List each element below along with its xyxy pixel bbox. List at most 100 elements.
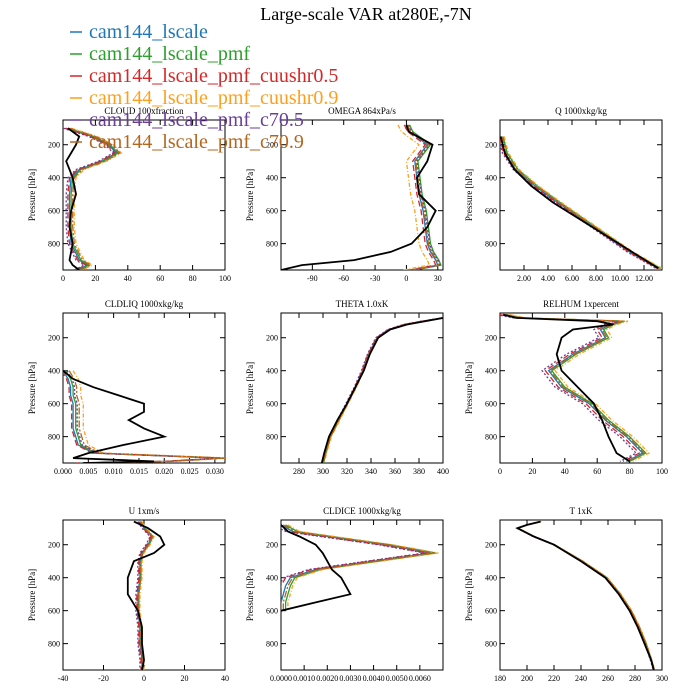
series-line-cam144-lscale-pmf-c70-9 (406, 124, 440, 270)
y-tick-label: 400 (485, 574, 497, 583)
x-tick-label: 0.005 (79, 467, 97, 476)
series-line-cam144-lscale-pmf (409, 124, 442, 270)
plot-frame (280, 519, 444, 671)
series-line-reference (65, 127, 81, 270)
y-tick-label: 800 (48, 640, 60, 649)
series-line-reference (281, 124, 437, 270)
legend-entry: cam144_lscale (70, 21, 208, 43)
legend-label: cam144_lscale_pmf_cuushr0.9 (89, 87, 338, 109)
y-tick-label: 400 (266, 574, 278, 583)
plot-frame (62, 312, 226, 464)
x-tick-label: 40 (124, 274, 132, 283)
legend-label: cam144_lscale (89, 21, 208, 43)
x-tick-label: 60 (593, 467, 601, 476)
x-tick-label: 380 (413, 467, 425, 476)
x-tick-label: 340 (365, 467, 377, 476)
x-tick-label: 0.020 (155, 467, 173, 476)
legend-entry: cam144_lscale_pmf_c70.9 (70, 131, 304, 153)
x-tick-label: -20 (98, 674, 109, 683)
y-tick-label: 200 (485, 334, 497, 343)
series-line-cam144-lscale-pmf-c70-5 (407, 124, 441, 270)
x-tick-label: 0.000 (54, 467, 72, 476)
series-line-cam144-lscale-pmf-c70-5 (321, 317, 442, 463)
y-tick-label: 400 (485, 174, 497, 183)
series-line-cam144-lscale (66, 127, 118, 270)
panel-title: RELHUM 1xpercent (543, 299, 619, 309)
series-line-cam144-lscale-pmf (506, 313, 647, 462)
series-line-cam144-lscale (515, 520, 655, 670)
plot-frame (499, 119, 663, 271)
y-axis-label: Pressure [hPa] (27, 362, 37, 414)
x-tick-label: 200 (521, 674, 533, 683)
series-line-cam144-lscale-pmf-c70-9 (137, 521, 154, 670)
y-tick-label: 200 (48, 141, 60, 150)
y-tick-label: 200 (266, 334, 278, 343)
series-line-cam144-lscale-pmf (67, 127, 120, 270)
panel-title: OMEGA 864xPa/s (328, 106, 396, 116)
x-tick-label: 2.00 (517, 274, 531, 283)
x-tick-label: 12.00 (635, 274, 653, 283)
y-tick-label: 600 (48, 607, 60, 616)
y-tick-label: 400 (48, 367, 60, 376)
y-axis-label: Pressure [hPa] (464, 569, 474, 621)
series-line-reference (515, 520, 655, 670)
series-line-cam144-lscale-pmf-c70-9 (322, 317, 443, 463)
legend-entry: cam144_lscale_pmf_c70.5 (70, 109, 304, 131)
series-line-cam144-lscale-pmf-cuushr0-5 (500, 313, 641, 462)
x-tick-label: 220 (548, 674, 560, 683)
series-line-reference (63, 370, 168, 463)
y-axis-label: Pressure [hPa] (245, 362, 255, 414)
x-tick-label: 0.0000 (270, 674, 292, 683)
x-tick-label: 100 (219, 274, 231, 283)
y-tick-label: 800 (48, 240, 60, 249)
y-tick-label: 200 (48, 541, 60, 550)
series-line-cam144-lscale-pmf-c70-5 (281, 528, 425, 584)
chart-panel-2: OMEGA 864xPa/s Pressure [hPa] 200 400 600 800… (245, 106, 444, 283)
series-line-cam144-lscale-pmf (516, 520, 655, 670)
y-tick-label: 400 (266, 174, 278, 183)
x-tick-label: 0 (142, 674, 146, 683)
series-line-cam144-lscale-pmf-c70-5 (500, 314, 638, 462)
y-tick-label: 600 (266, 607, 278, 616)
y-tick-label: 800 (485, 433, 497, 442)
y-tick-label: 200 (485, 541, 497, 550)
legend-entry: cam144_lscale_pmf_cuushr0.9 (70, 87, 338, 109)
panel-title: CLDLIQ 1000xkg/kg (105, 299, 184, 309)
y-tick-label: 800 (485, 240, 497, 249)
series-line-cam144-lscale-pmf-c70-9 (68, 370, 225, 463)
series-line-cam144-lscale-pmf-cuushr0-9 (509, 313, 651, 462)
series-line-reference (502, 313, 631, 463)
x-tick-label: 280 (629, 674, 641, 683)
x-tick-label: 0.030 (206, 467, 224, 476)
series-line-cam144-lscale-pmf-cuushr0-9 (323, 317, 443, 463)
x-tick-label: 0.010 (105, 467, 123, 476)
panel-title: Q 1000xkg/kg (555, 106, 607, 116)
y-tick-label: 200 (485, 141, 497, 150)
series-line-cam144-lscale-pmf-c70-9 (504, 313, 646, 462)
x-tick-label: 6.00 (565, 274, 579, 283)
series-line-reference (281, 524, 352, 612)
x-tick-label: 0.0040 (363, 674, 385, 683)
x-tick-label: 320 (341, 467, 353, 476)
x-tick-label: 0.015 (130, 467, 148, 476)
y-tick-label: 400 (485, 367, 497, 376)
series-line-cam144-lscale-pmf (502, 136, 662, 269)
series-line-cam144-lscale-pmf-cuushr0-5 (136, 521, 152, 670)
series-line-cam144-lscale-pmf-cuushr0-5 (321, 317, 443, 463)
x-tick-label: 300 (656, 674, 668, 683)
x-tick-label: 0.0010 (293, 674, 315, 683)
x-tick-label: 0 (498, 467, 502, 476)
x-tick-label: -90 (307, 274, 318, 283)
y-tick-label: 600 (485, 607, 497, 616)
plot-frame (499, 519, 663, 671)
x-tick-label: 4.00 (541, 274, 555, 283)
x-tick-label: 360 (389, 467, 401, 476)
x-tick-label: 100 (656, 467, 668, 476)
chart-panel-5: THETA 1.0xK Pressure [hPa] 200 400 600 800 280… (245, 299, 449, 476)
x-tick-label: -30 (370, 274, 381, 283)
series-line-cam144-lscale-pmf-c70-5 (63, 127, 115, 270)
y-tick-label: 600 (48, 400, 60, 409)
series-line-cam144-lscale (500, 136, 659, 269)
legend-entry: cam144_lscale_pmf (70, 43, 250, 65)
